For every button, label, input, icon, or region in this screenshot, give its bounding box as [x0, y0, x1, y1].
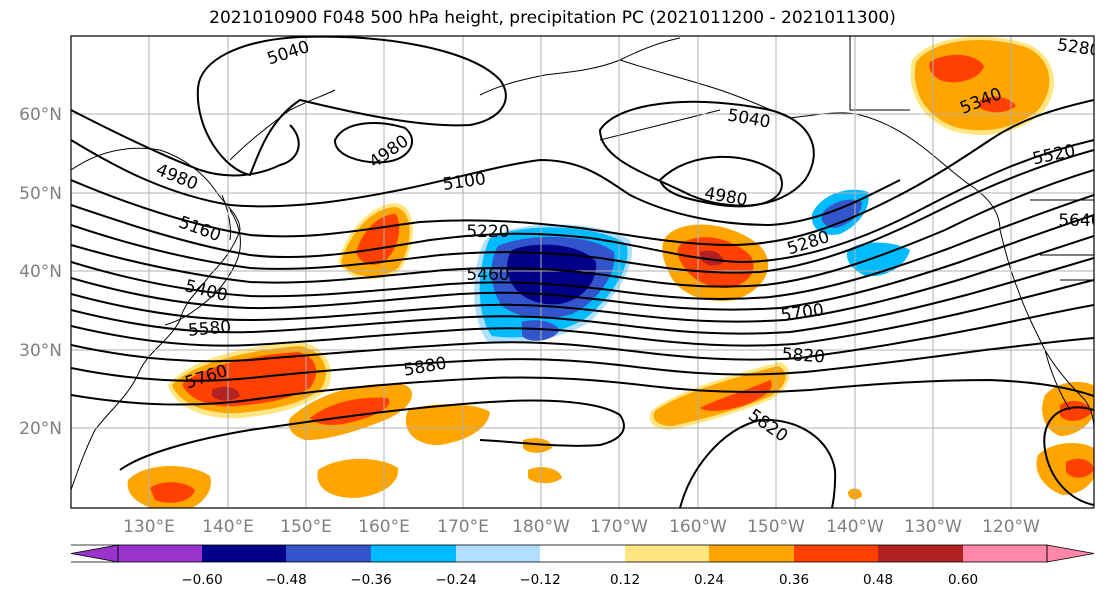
- positive-anomaly-red-alaska-east: [980, 96, 1016, 113]
- colorbar-cell: [456, 545, 540, 562]
- colorbar-cell: [286, 545, 371, 562]
- contour-5520: [71, 235, 1094, 323]
- baja-coastline: [1044, 349, 1071, 411]
- contour-4980-east: [658, 155, 783, 208]
- contour-4980-west: [71, 109, 300, 177]
- colorbar-tick-label: 0.48: [863, 572, 893, 588]
- colorbar-cell: [625, 545, 709, 562]
- negative-anomaly-darkblue: [507, 244, 597, 305]
- lon-label-130e: 130°E: [123, 517, 175, 537]
- lon-label-150w: 150°W: [747, 517, 805, 537]
- colorbar-cell: [371, 545, 456, 562]
- japan-coastline: [164, 209, 241, 326]
- lon-label-170e: 170°E: [437, 517, 489, 537]
- colorbar-cell: [202, 545, 286, 562]
- contour-5400: [71, 194, 1094, 301]
- colorbar-extend-low: [70, 544, 119, 563]
- positive-anomaly-darkred-westpac: [212, 386, 240, 401]
- colorbar-tick-label: −0.60: [181, 572, 222, 588]
- precipitation-shading: [127, 36, 1094, 508]
- lon-label-140w: 140°W: [826, 517, 884, 537]
- canada-border: [849, 36, 1094, 281]
- positive-anomaly-orange-15n-180: [528, 467, 562, 484]
- positive-anomaly-red-centralpac: [700, 380, 772, 411]
- latitude-labels: 60°N 50°N 40°N 30°N 20°N: [19, 105, 62, 439]
- asia-coastline: [71, 147, 241, 491]
- colorbar-tick-label: 0.36: [779, 572, 809, 588]
- lat-label-50n: 50°N: [19, 184, 62, 204]
- colorbar-extend-high: [1046, 544, 1095, 563]
- lon-label-170w: 170°W: [590, 517, 648, 537]
- lon-label-140e: 140°E: [202, 517, 254, 537]
- gridlines: [71, 36, 1094, 508]
- colorbar-tick-label: −0.12: [519, 572, 560, 588]
- map-title: 2021010900 F048 500 hPa height, precipit…: [209, 8, 896, 28]
- contour-5100: [71, 139, 901, 227]
- lon-label-120w: 120°W: [982, 517, 1040, 537]
- contour-5880: [119, 399, 625, 471]
- lat-label-30n: 30°N: [19, 341, 62, 361]
- positive-anomaly-orange-18n-165e: [317, 458, 399, 498]
- colorbar-cells: [70, 544, 1095, 563]
- colorbar-tick-label: 0.60: [948, 572, 978, 588]
- positive-anomaly-orange-mexico-south: [1036, 443, 1094, 495]
- colorbar-cell: [878, 545, 963, 562]
- colorbar-ticks: −0.60 −0.48 −0.36 −0.24 −0.12 0.12 0.24 …: [181, 572, 978, 588]
- lon-label-160e: 160°E: [358, 517, 410, 537]
- lat-label-40n: 40°N: [19, 262, 62, 282]
- contour-5820-east: [1043, 406, 1094, 506]
- contour-label: 5460: [466, 265, 509, 285]
- colorbar-tick-label: 0.24: [694, 572, 724, 588]
- contour-5640: [71, 279, 1094, 347]
- kamchatka-coastline: [229, 89, 336, 161]
- colorbar-cell: [709, 545, 794, 562]
- colorbar-left-outline: [71, 544, 119, 563]
- contour-label: 5580: [187, 317, 232, 341]
- contour-5820: [71, 376, 1094, 406]
- colorbar-tick-label: 0.12: [610, 572, 640, 588]
- lon-label-130w: 130°W: [904, 517, 962, 537]
- positive-anomaly-darkred-155w: [700, 250, 724, 266]
- contour-label: 5820: [781, 345, 826, 368]
- positive-anomaly-red-alaska: [929, 54, 984, 83]
- height-contours: [71, 36, 1094, 508]
- contour-4980-west-inner: [333, 122, 414, 164]
- contour-5280: [71, 149, 1094, 274]
- map-frame: [70, 35, 1095, 509]
- colorbar-cell: [540, 545, 625, 562]
- contour-5880-east: [679, 418, 837, 508]
- colorbar-tick-label: −0.48: [265, 572, 306, 588]
- positive-anomaly-orange-20n-180: [523, 438, 552, 453]
- positive-anomaly-red-15n-135e: [150, 482, 195, 503]
- positive-anomaly-orange-25n-170e: [405, 404, 490, 446]
- colorbar-cell: [794, 545, 878, 562]
- colorbar-tick-label: −0.36: [350, 572, 391, 588]
- contour-5220: [71, 139, 1094, 264]
- contour-label: 5220: [466, 222, 509, 242]
- map-area: 5040 4980 4980 5100 5160 5220 5460 5400 …: [71, 36, 1101, 508]
- lon-label-160w: 160°W: [669, 517, 727, 537]
- contour-5580: [71, 257, 1094, 335]
- lat-label-20n: 20°N: [19, 419, 62, 439]
- colorbar-cell: [118, 545, 202, 562]
- negative-anomaly-gulf-core: [821, 199, 862, 228]
- contour-5760: [71, 337, 1094, 382]
- lon-label-180w: 180°W: [512, 517, 570, 537]
- contour-label: 5640: [1058, 211, 1101, 231]
- longitude-labels: 130°E 140°E 150°E 160°E 170°E 180°W 170°…: [123, 517, 1040, 537]
- contour-5040-east: [598, 100, 815, 207]
- contour-5160: [71, 99, 1094, 247]
- colorbar-cell: [963, 545, 1047, 562]
- sakhalin-coastline: [221, 194, 231, 241]
- contour-5340: [71, 169, 1094, 288]
- colorbar-tick-label: −0.24: [435, 572, 476, 588]
- contour-5700: [71, 304, 1094, 363]
- colorbar: −0.60 −0.48 −0.36 −0.24 −0.12 0.12 0.24 …: [70, 544, 1095, 588]
- positive-anomaly-orange-centralpac: [653, 366, 786, 426]
- contour-5460: [71, 214, 1094, 311]
- positive-anomaly-red-mexico-south: [1066, 458, 1094, 478]
- lat-label-60n: 60°N: [19, 105, 62, 125]
- lon-label-150e: 150°E: [280, 517, 332, 537]
